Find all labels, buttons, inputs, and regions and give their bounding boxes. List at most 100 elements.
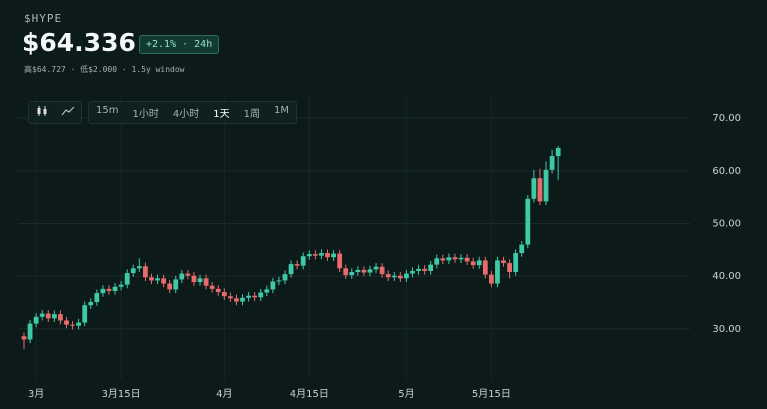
candle-body (149, 277, 154, 281)
candle-body (21, 336, 27, 340)
symbol: $HYPE (24, 12, 63, 25)
candle-body (45, 313, 51, 319)
candle-body (288, 264, 294, 275)
x-tick-label: 3月15日 (102, 388, 141, 400)
candle-body (428, 264, 434, 271)
candle-body (325, 253, 330, 258)
candle-body (373, 266, 379, 270)
candle-body (264, 289, 270, 293)
line-icon[interactable] (55, 102, 81, 120)
interval-button[interactable]: 1小时 (132, 109, 159, 120)
candle-body (39, 313, 45, 317)
candle-body (422, 268, 428, 271)
candle-body (173, 279, 179, 290)
candle-body (294, 264, 300, 266)
candle-body (240, 297, 245, 302)
y-tick-label: 50.00 (712, 219, 741, 230)
candle-body (452, 257, 458, 260)
candle-body (446, 257, 452, 261)
candle-body (525, 198, 531, 245)
price: $64.336 (22, 28, 136, 57)
chart-type-group (28, 101, 82, 124)
candle-body (167, 283, 173, 290)
candle-body (155, 278, 160, 281)
candle-body (276, 280, 282, 282)
interval-button[interactable]: 15m (96, 105, 119, 116)
candle-body (203, 278, 209, 286)
interval-button[interactable]: 1M (273, 105, 289, 116)
candle-body (416, 268, 421, 271)
candle-body (124, 273, 130, 285)
candle-body (379, 266, 385, 275)
x-tick-label: 5月 (398, 388, 414, 400)
candle-body (88, 302, 94, 306)
candle-body (209, 285, 215, 289)
interval-group: 15m 1小时 4小时 1天 1周 1M (88, 101, 297, 124)
toolbar: 15m 1小时 4小时 1天 1周 1M (28, 101, 297, 124)
candle-body (555, 148, 561, 157)
candle-body (185, 273, 191, 276)
y-tick-label: 30.00 (712, 324, 741, 335)
y-tick-label: 40.00 (712, 271, 741, 282)
candle-body (70, 324, 75, 326)
candle-body (100, 288, 106, 294)
candle-body (270, 281, 276, 290)
candle-body (513, 253, 519, 273)
candle-body (234, 298, 239, 302)
candle-body (215, 288, 221, 293)
candle-body (58, 314, 63, 321)
y-tick-label: 70.00 (712, 113, 741, 124)
candle-body (495, 260, 500, 284)
candle-body (397, 275, 403, 279)
candle-body (343, 268, 349, 276)
candle-body (519, 244, 525, 254)
interval-button[interactable]: 4小时 (172, 109, 200, 120)
candle-body (197, 278, 203, 283)
candle-icon[interactable] (29, 102, 55, 120)
candle-body (410, 270, 415, 274)
candle-body (458, 257, 464, 260)
candle-body (543, 169, 549, 202)
candle-body (391, 275, 397, 278)
candle-body (282, 274, 288, 281)
candle-body (221, 292, 227, 297)
candle-body (82, 305, 88, 323)
x-tick-label: 3月 (28, 388, 44, 400)
candle-body (118, 284, 124, 287)
candle-body (464, 257, 470, 262)
candle-body (470, 261, 476, 266)
candle-body (531, 178, 537, 199)
candle-body (76, 322, 82, 326)
candle-body (434, 258, 440, 265)
candle-body (537, 178, 543, 202)
candle-body (94, 293, 100, 303)
x-tick-label: 4月15日 (290, 388, 329, 400)
candle-body (337, 253, 343, 269)
candle-body (252, 295, 258, 298)
candle-body (258, 292, 264, 298)
candle-body (385, 274, 391, 278)
candle-body (361, 269, 367, 273)
candle-body (179, 273, 185, 280)
candle-body (349, 272, 355, 276)
interval-button[interactable]: 1周 (243, 109, 260, 120)
candle-body (476, 260, 482, 266)
candle-body (306, 254, 312, 257)
candle-body (501, 260, 506, 264)
candle-body (130, 268, 136, 274)
candle-body (27, 323, 33, 340)
candle-body (246, 295, 251, 298)
candle-body (64, 320, 69, 325)
candle-body (549, 156, 555, 170)
candle-body (367, 269, 373, 273)
change-badge: +2.1% · 24h (139, 35, 220, 54)
candle-body (331, 253, 336, 258)
interval-button[interactable]: 1天 (213, 109, 230, 120)
candle-body (312, 254, 318, 256)
candle-body (112, 286, 118, 291)
y-tick-label: 60.00 (712, 166, 741, 177)
candle-body (355, 269, 361, 273)
candle-body (319, 253, 324, 256)
